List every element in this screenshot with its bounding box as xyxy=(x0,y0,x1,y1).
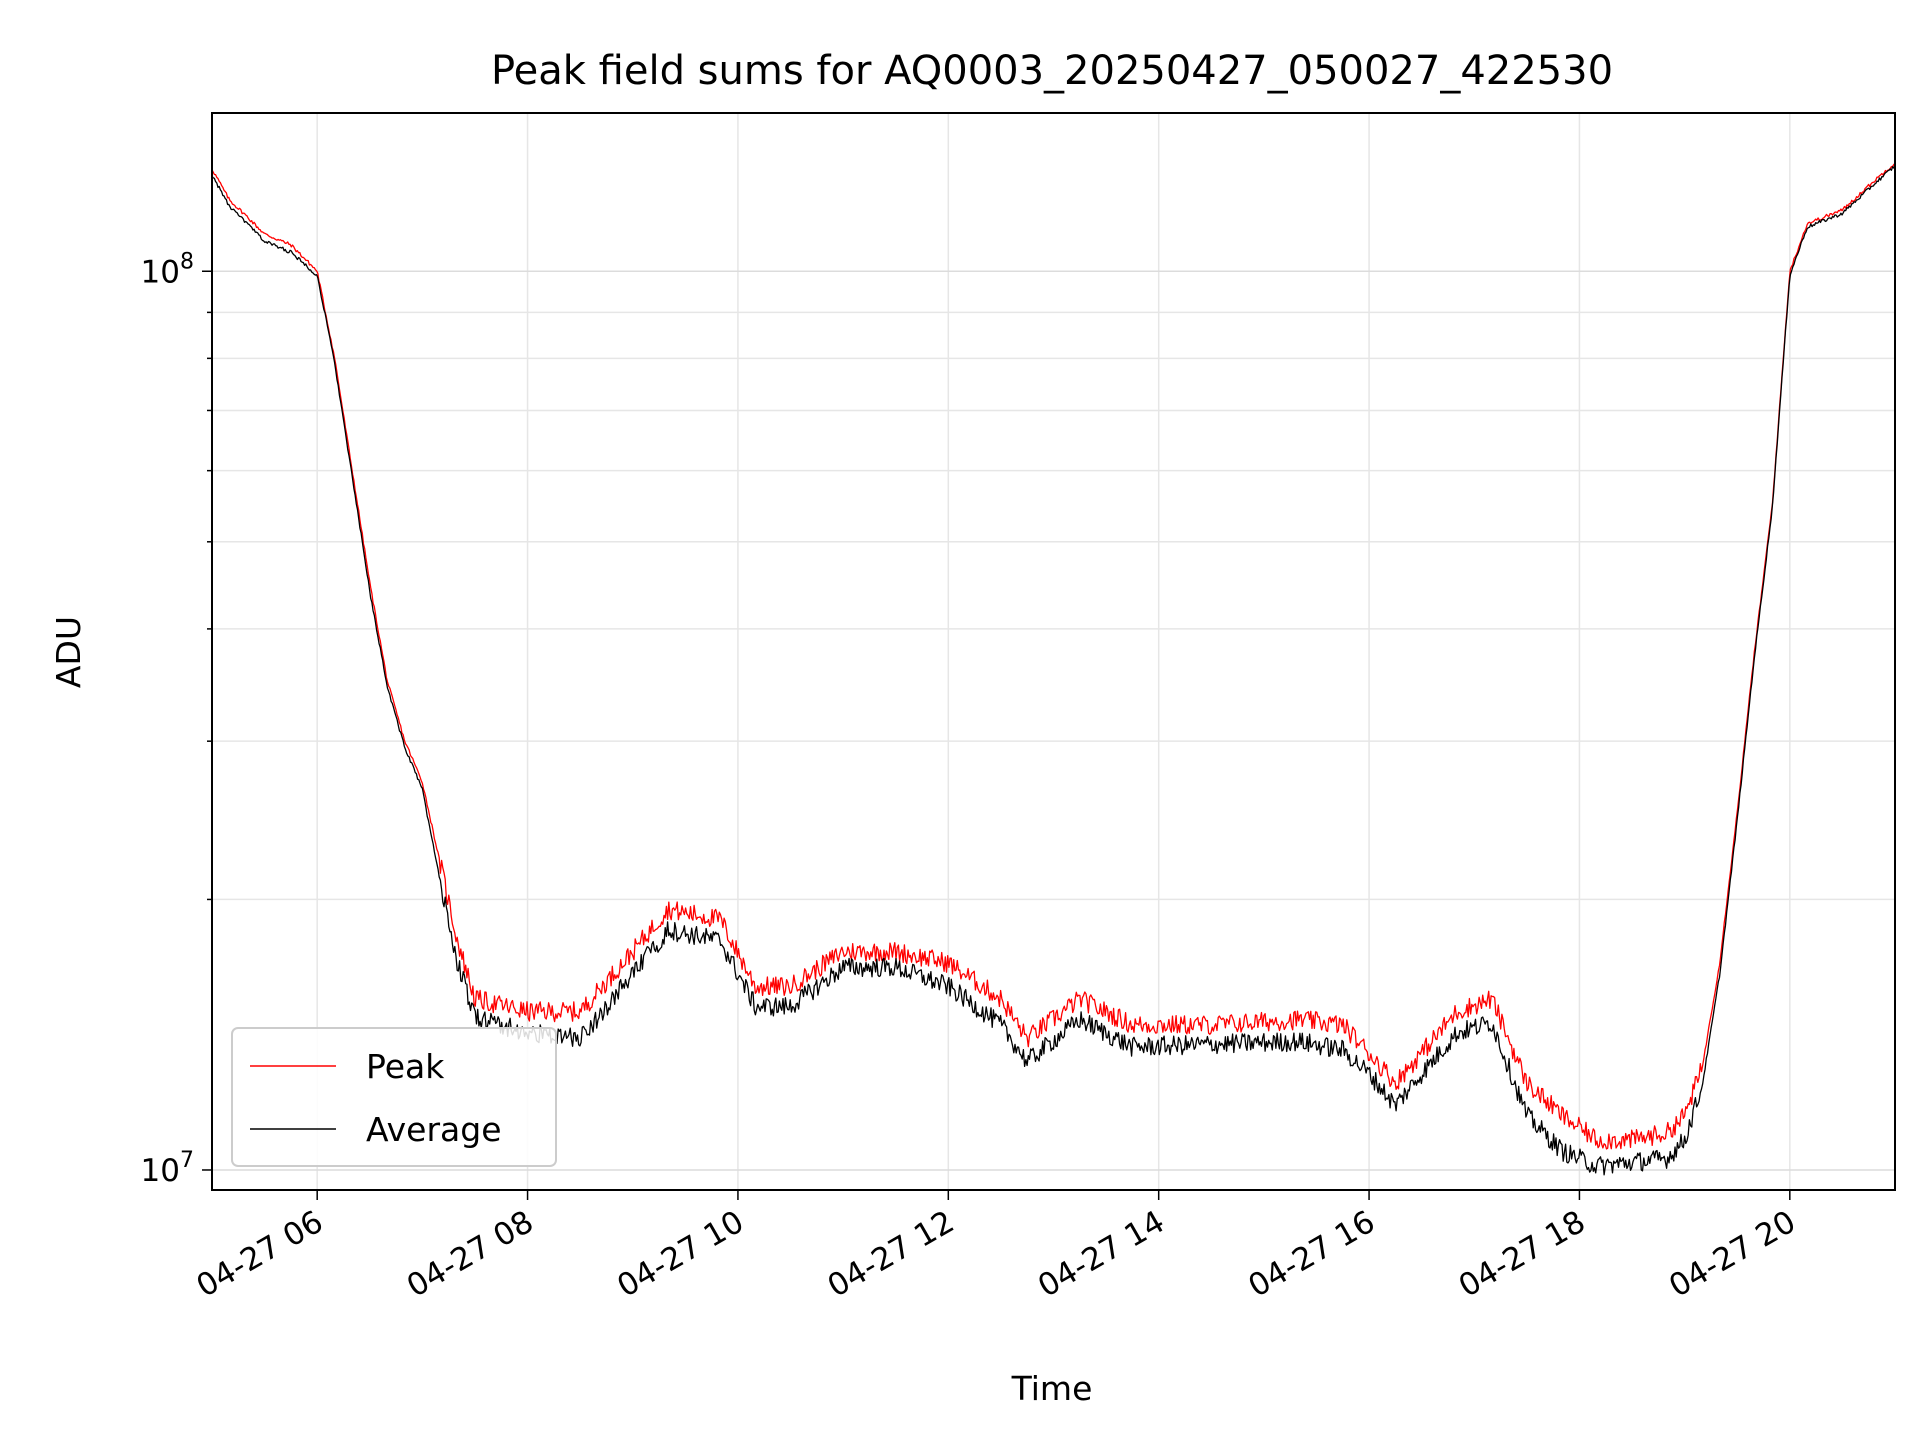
grid xyxy=(212,113,1895,1190)
legend: Peak Average xyxy=(231,1027,557,1167)
series-line-average xyxy=(211,164,1896,1176)
plot-frame xyxy=(211,112,1896,1191)
y-axis-label: ADU xyxy=(49,616,88,688)
legend-label-average: Average xyxy=(366,1110,502,1149)
chart-title: Peak field sums for AQ0003_20250427_0500… xyxy=(491,48,1613,94)
y-tick-label: 108 xyxy=(141,249,194,290)
x-axis-label: Time xyxy=(1011,1369,1093,1408)
series-layer xyxy=(211,162,1896,1176)
series-line-peak xyxy=(211,162,1896,1150)
legend-label-peak: Peak xyxy=(366,1047,445,1086)
y-tick-label: 107 xyxy=(141,1148,194,1189)
legend-box xyxy=(231,1027,557,1167)
y-axis: 107 108 xyxy=(141,249,212,1189)
